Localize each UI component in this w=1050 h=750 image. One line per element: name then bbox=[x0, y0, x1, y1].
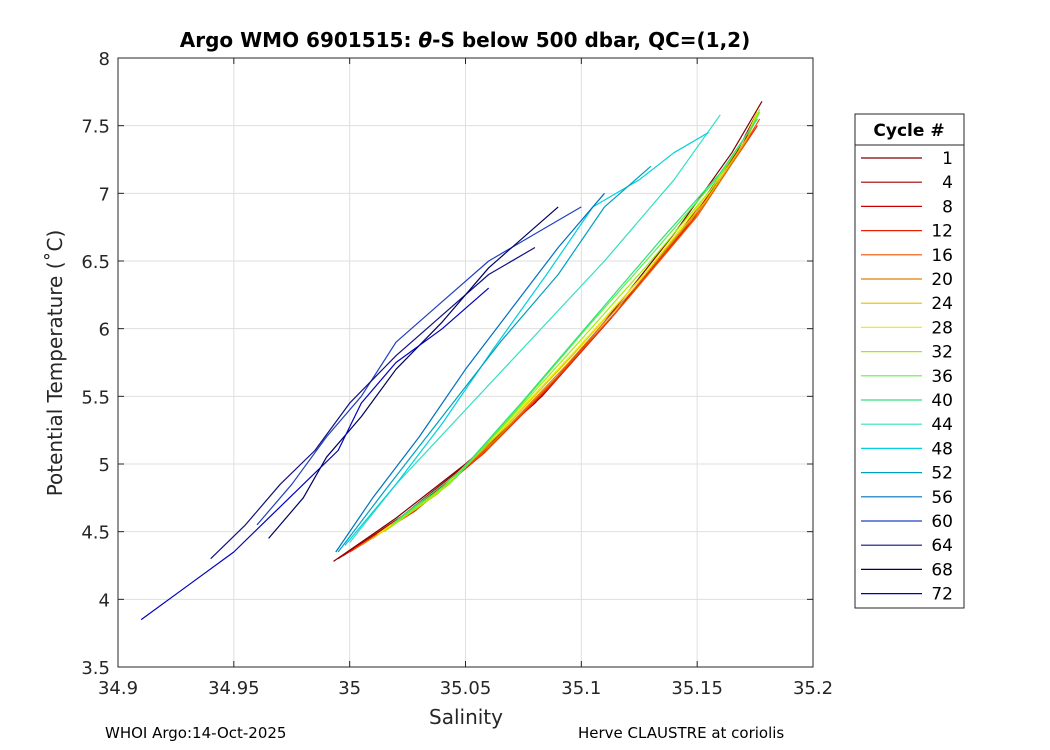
legend-entry: 64 bbox=[861, 536, 953, 556]
y-tick-label: 7.5 bbox=[81, 117, 110, 138]
legend-entry: 16 bbox=[861, 246, 953, 266]
x-tick-label: 34.95 bbox=[208, 678, 260, 699]
legend-label: 16 bbox=[931, 246, 953, 266]
legend-entry: 24 bbox=[861, 294, 953, 314]
footer-left: WHOI Argo:14-Oct-2025 bbox=[105, 724, 287, 742]
legend-entry: 56 bbox=[861, 488, 953, 508]
x-tick-label: 35.1 bbox=[561, 678, 601, 699]
y-tick-label: 5.5 bbox=[81, 387, 110, 408]
series-line bbox=[333, 100, 763, 562]
series-line bbox=[395, 118, 758, 522]
x-tick-label: 35.2 bbox=[793, 678, 833, 699]
legend-entry: 20 bbox=[861, 270, 953, 290]
series-lines bbox=[140, 100, 763, 621]
legend-entry: 36 bbox=[861, 367, 953, 387]
series-line bbox=[353, 118, 761, 550]
series-line bbox=[210, 246, 536, 560]
series-line bbox=[256, 206, 582, 526]
series-line bbox=[268, 206, 559, 539]
legend-entry: 1 bbox=[861, 149, 953, 169]
legend-entry: 48 bbox=[861, 439, 953, 459]
legend-label: 48 bbox=[931, 439, 953, 459]
series-line bbox=[337, 111, 758, 560]
legend-label: 8 bbox=[942, 197, 953, 217]
ticks: 34.9 34.95 35 35.05 35.1 35.15 35.2 3.5 4 4.5 5 5.5… bbox=[81, 49, 833, 699]
legend-entry: 40 bbox=[861, 391, 953, 411]
y-tick-label: 6 bbox=[99, 320, 110, 341]
grid bbox=[118, 58, 813, 667]
series-line bbox=[377, 111, 758, 535]
legend-entry: 8 bbox=[861, 197, 953, 217]
y-tick-label: 8 bbox=[99, 49, 110, 70]
legend-entry: 4 bbox=[861, 173, 953, 193]
series-line bbox=[140, 287, 490, 621]
y-tick-label: 6.5 bbox=[81, 252, 110, 273]
legend-entry: 68 bbox=[861, 560, 953, 580]
legend-entry: 52 bbox=[861, 464, 953, 484]
legend-label: 12 bbox=[931, 222, 953, 242]
legend-label: 36 bbox=[931, 367, 953, 387]
series-line bbox=[342, 118, 756, 557]
legend-label: 40 bbox=[931, 391, 953, 411]
legend-label: 44 bbox=[931, 415, 953, 435]
series-line bbox=[384, 109, 761, 533]
legend-entry: 44 bbox=[861, 415, 953, 435]
legend-label: 52 bbox=[931, 464, 953, 484]
series-line bbox=[337, 165, 652, 553]
series-line bbox=[360, 114, 758, 546]
series-line bbox=[335, 192, 605, 553]
chart-title: Argo WMO 6901515: θ-S below 500 dbar, QC… bbox=[180, 28, 750, 52]
y-tick-label: 4 bbox=[99, 590, 110, 611]
y-tick-label: 4.5 bbox=[81, 523, 110, 544]
legend-box bbox=[854, 113, 965, 609]
x-tick-label: 34.9 bbox=[98, 678, 138, 699]
legend-label: 4 bbox=[942, 173, 953, 193]
y-tick-label: 7 bbox=[99, 184, 110, 205]
legend-label: 72 bbox=[931, 585, 953, 605]
legend-title: Cycle # bbox=[873, 121, 944, 141]
legend: Cycle # 14812162024283236404448525660646… bbox=[854, 113, 965, 609]
legend-label: 1 bbox=[942, 149, 953, 169]
y-tick-label: 5 bbox=[99, 455, 110, 476]
series-line bbox=[349, 114, 721, 543]
series-line bbox=[344, 131, 710, 546]
legend-entry: 60 bbox=[861, 512, 953, 532]
legend-label: 20 bbox=[931, 270, 953, 290]
y-axis-label: Potential Temperature (˚C) bbox=[43, 230, 67, 497]
legend-entry: 72 bbox=[861, 585, 953, 605]
y-tick-label: 3.5 bbox=[81, 658, 110, 679]
x-tick-label: 35 bbox=[338, 678, 361, 699]
x-tick-label: 35.15 bbox=[671, 678, 723, 699]
series-line bbox=[391, 111, 761, 526]
footer-right: Herve CLAUSTRE at coriolis bbox=[578, 724, 785, 742]
legend-entry: 32 bbox=[861, 343, 953, 363]
legend-label: 32 bbox=[931, 343, 953, 363]
x-axis-label: Salinity bbox=[429, 705, 503, 729]
legend-entry: 12 bbox=[861, 222, 953, 242]
x-tick-label: 35.05 bbox=[440, 678, 492, 699]
legend-label: 28 bbox=[931, 318, 953, 338]
legend-label: 24 bbox=[931, 294, 953, 314]
legend-label: 56 bbox=[931, 488, 953, 508]
legend-label: 68 bbox=[931, 560, 953, 580]
legend-label: 64 bbox=[931, 536, 953, 556]
series-line bbox=[349, 125, 758, 553]
legend-entry: 28 bbox=[861, 318, 953, 338]
legend-label: 60 bbox=[931, 512, 953, 532]
series-line bbox=[372, 109, 761, 539]
